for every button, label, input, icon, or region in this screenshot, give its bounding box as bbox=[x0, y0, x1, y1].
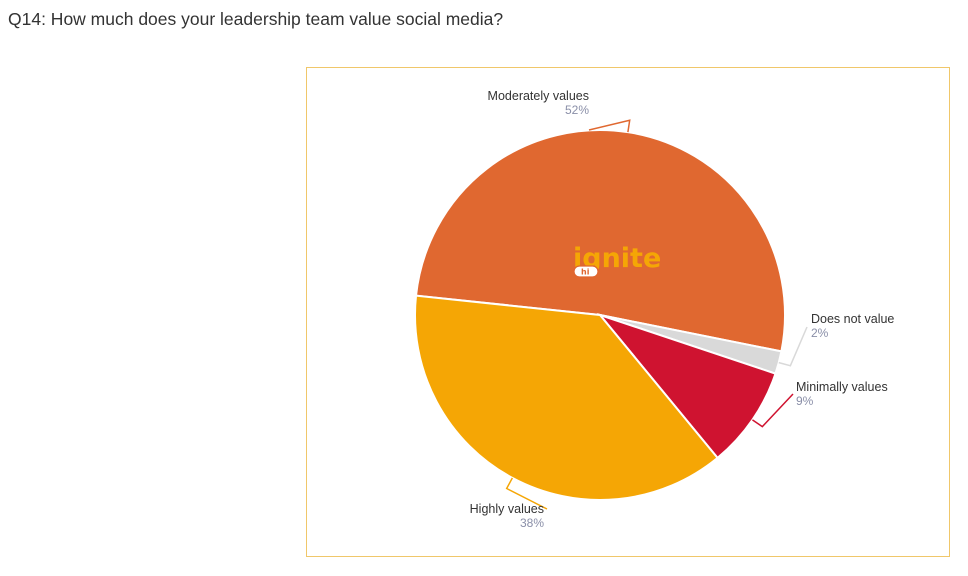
pct-highly-values: 38% bbox=[520, 516, 544, 530]
leader-line-moderately-values bbox=[588, 119, 631, 133]
pct-minimally-values: 9% bbox=[796, 394, 814, 408]
pie-slice-highly-values bbox=[414, 294, 719, 501]
question-title: Q14: How much does your leadership team … bbox=[8, 9, 504, 29]
label-minimally-values: Minimally values bbox=[796, 380, 888, 394]
label-does-not-value: Does not value bbox=[811, 312, 894, 326]
leader-line-does-not-value bbox=[778, 326, 808, 367]
chart-frame: ignite hi Moderately values 52% Does not… bbox=[306, 67, 950, 557]
leader-line-highly-values bbox=[505, 477, 548, 510]
pie-slices bbox=[414, 129, 786, 501]
pct-moderately-values: 52% bbox=[565, 103, 589, 117]
ignite-logo-badge bbox=[573, 265, 599, 278]
ignite-logo: ignite hi bbox=[573, 243, 661, 278]
leader-line-minimally-values bbox=[752, 393, 794, 428]
label-highly-values: Highly values bbox=[470, 502, 544, 516]
leader-lines bbox=[505, 119, 808, 510]
label-moderately-values: Moderately values bbox=[488, 89, 589, 103]
pie-chart: ignite hi Moderately values 52% Does not… bbox=[414, 89, 894, 530]
ignite-logo-badge-text: hi bbox=[581, 268, 590, 277]
pie-slice-moderately-values bbox=[414, 129, 786, 353]
pct-does-not-value: 2% bbox=[811, 326, 829, 340]
pie-slice-minimally-values bbox=[597, 312, 777, 460]
